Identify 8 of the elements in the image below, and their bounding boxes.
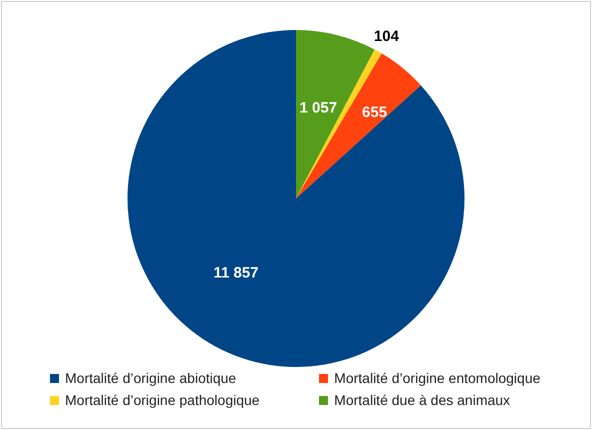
- data-label: 655: [362, 104, 388, 122]
- legend-label: Mortalité d’origine entomologique: [334, 370, 540, 386]
- legend-label: Mortalité d’origine abiotique: [65, 370, 236, 386]
- data-label: 104: [374, 28, 400, 45]
- data-label: 1 057: [300, 100, 338, 117]
- legend-label: Mortalité due à des animaux: [334, 392, 510, 408]
- legend-label: Mortalité d’origine pathologique: [65, 392, 260, 408]
- data-label: 11 857: [213, 264, 259, 282]
